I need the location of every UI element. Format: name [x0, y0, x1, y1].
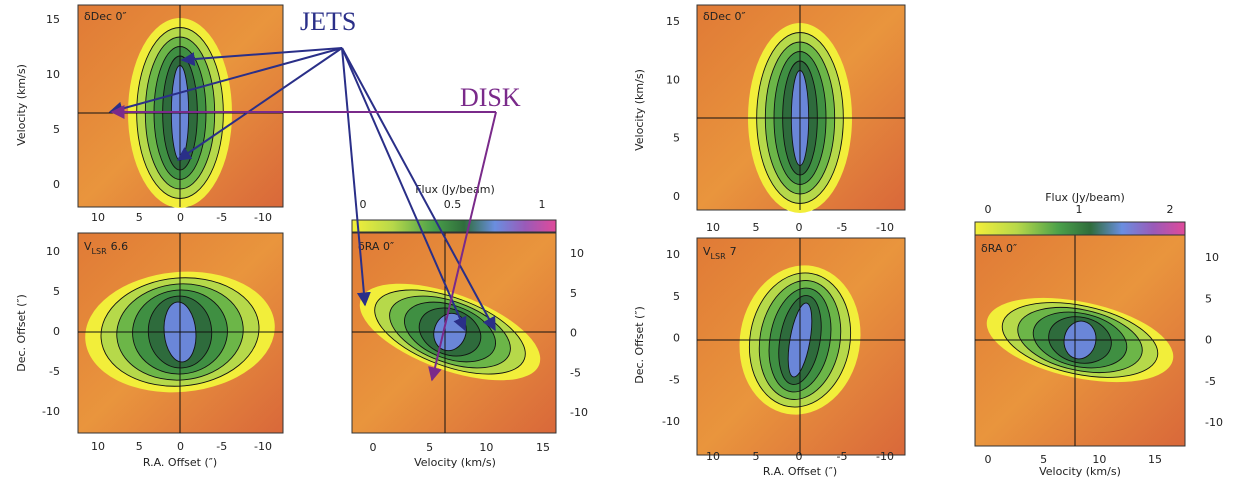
- tick-label: 0: [53, 325, 60, 338]
- tick-label: -5: [837, 221, 848, 234]
- tick-label: -10: [876, 450, 894, 463]
- tick-label: 10: [706, 221, 720, 234]
- tick-label: 0: [796, 221, 803, 234]
- jet-arrow: [180, 47, 343, 67]
- text-label: Velocity (km/s): [633, 69, 646, 151]
- tick-label: 15: [1148, 453, 1162, 466]
- tick-label: 0: [360, 198, 367, 211]
- tick-label: 5: [673, 290, 680, 303]
- tick-label: 15: [536, 441, 550, 454]
- text-label: Velocity (km/s): [15, 64, 28, 146]
- tick-label: -10: [254, 211, 272, 224]
- tick-label: -5: [216, 211, 227, 224]
- panel-label-part: V: [84, 240, 92, 253]
- text-label: Dec. Offset (″): [633, 306, 646, 384]
- jets-label: JETS: [300, 7, 356, 36]
- tick-label: 0: [177, 440, 184, 453]
- text-label: R.A. Offset (″): [763, 465, 837, 478]
- tick-label: 0: [985, 203, 992, 216]
- tick-label: 10: [91, 211, 105, 224]
- text-label: δRA 0″: [981, 242, 1017, 255]
- tick-label: 10: [666, 73, 680, 86]
- text-label: Velocity (km/s): [1039, 465, 1121, 478]
- tick-label: -5: [216, 440, 227, 453]
- tick-label: -5: [49, 365, 60, 378]
- tick-label: 0: [570, 327, 577, 340]
- tick-label: 5: [136, 440, 143, 453]
- tick-label: 15: [46, 13, 60, 26]
- panel-label-part: 7: [730, 245, 737, 258]
- disk-arrow: [428, 111, 497, 382]
- text-label: Flux (Jy/beam): [1045, 191, 1125, 204]
- tick-label: -5: [669, 373, 680, 386]
- jet-arrow: [341, 47, 467, 332]
- tick-label: -10: [42, 405, 60, 418]
- tick-label: 0: [370, 441, 377, 454]
- tick-label: 10: [1092, 453, 1106, 466]
- jet-arrow: [341, 47, 496, 332]
- tick-label: 0: [1205, 334, 1212, 347]
- text-label: Flux (Jy/beam): [415, 183, 495, 196]
- tick-label: 0: [796, 450, 803, 463]
- tick-label: 5: [53, 285, 60, 298]
- tick-label: 0: [673, 332, 680, 345]
- tick-label: -5: [570, 366, 581, 379]
- tick-label: 10: [1205, 251, 1219, 264]
- panel-label-part: 6.6: [111, 240, 129, 253]
- tick-label: 0.5: [444, 198, 462, 211]
- tick-label: 1: [1076, 203, 1083, 216]
- tick-label: 10: [46, 68, 60, 81]
- tick-label: 5: [753, 450, 760, 463]
- jet-arrow: [341, 47, 371, 307]
- colorbar: [351, 219, 557, 233]
- tick-label: -10: [570, 406, 588, 419]
- tick-label: 5: [570, 287, 577, 300]
- tick-label: 5: [673, 132, 680, 145]
- panel-label-part: LSR: [711, 252, 727, 261]
- arrows: JETS DISK: [108, 7, 521, 382]
- panels: [77, 4, 1186, 456]
- tick-label: 1: [539, 198, 546, 211]
- tick-label: 5: [1040, 453, 1047, 466]
- tick-label: -5: [1205, 375, 1216, 388]
- tick-label: 10: [570, 247, 584, 260]
- tick-label: 5: [753, 221, 760, 234]
- text-label: δDec 0″: [84, 10, 127, 23]
- panel-label: VLSR 6.6: [84, 240, 128, 256]
- tick-label: 5: [426, 441, 433, 454]
- tick-label: 10: [706, 450, 720, 463]
- panel-label-part: LSR: [92, 247, 108, 256]
- tick-label: 5: [1205, 292, 1212, 305]
- tick-label: 0: [673, 190, 680, 203]
- tick-label: 10: [91, 440, 105, 453]
- tick-label: -10: [1205, 416, 1223, 429]
- text-label: δRA 0″: [358, 240, 394, 253]
- tick-label: -10: [876, 221, 894, 234]
- jet-arrow: [108, 47, 343, 116]
- tick-label: 0: [53, 178, 60, 191]
- text-label: δDec 0″: [703, 10, 746, 23]
- text-label: Velocity (km/s): [414, 456, 496, 469]
- tick-label: 0: [985, 453, 992, 466]
- tick-label: 10: [46, 245, 60, 258]
- tick-label: 5: [136, 211, 143, 224]
- tick-label: -10: [254, 440, 272, 453]
- tick-label: 5: [53, 123, 60, 136]
- text-label: R.A. Offset (″): [143, 456, 217, 469]
- tick-label: 2: [1167, 203, 1174, 216]
- tick-label: 0: [177, 211, 184, 224]
- disk-label: DISK: [460, 83, 521, 112]
- tick-label: -10: [662, 415, 680, 428]
- tick-label: 10: [479, 441, 493, 454]
- panel-label-part: V: [703, 245, 711, 258]
- panel-label: VLSR 7: [703, 245, 737, 261]
- colorbar: [974, 221, 1186, 236]
- jet-arrow: [176, 47, 343, 161]
- tick-label: -5: [837, 450, 848, 463]
- tick-label: 15: [666, 15, 680, 28]
- text-label: Dec. Offset (″): [15, 294, 28, 372]
- tick-label: 10: [666, 248, 680, 261]
